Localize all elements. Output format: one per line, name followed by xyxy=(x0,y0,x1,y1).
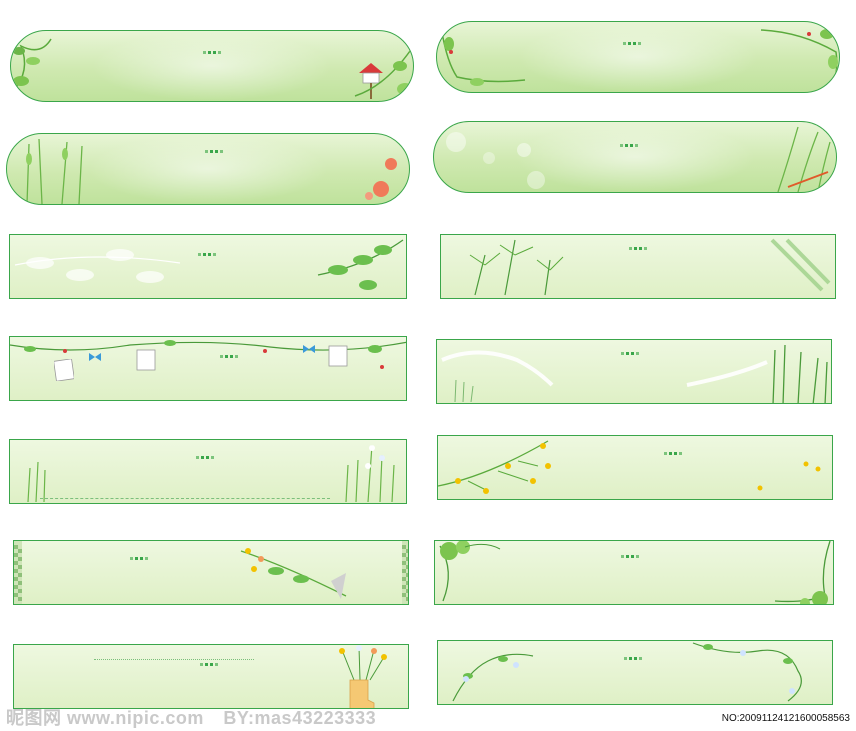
center-dots xyxy=(623,42,641,45)
center-dots xyxy=(130,557,148,560)
leaf-vine-icon xyxy=(439,541,501,602)
swoosh-decor xyxy=(441,350,768,387)
center-dots xyxy=(203,51,221,54)
site-watermark: 昵图网 www.nipic.com BY:mas43223333 xyxy=(6,704,376,730)
bubble-decor xyxy=(446,132,545,189)
banner-14 xyxy=(437,640,833,705)
leaf-vine-icon xyxy=(452,653,534,702)
grass-icon xyxy=(469,239,564,296)
flower-icon xyxy=(365,158,397,200)
dashed-baseline xyxy=(40,498,330,499)
leaf-vine-icon xyxy=(14,249,181,283)
banner-6 xyxy=(440,234,836,299)
center-dots xyxy=(205,150,223,153)
boot-vase-icon xyxy=(339,645,387,708)
grass-icon xyxy=(772,344,828,403)
leaf-vine-icon xyxy=(354,50,413,97)
banner-9 xyxy=(9,439,407,504)
grass-icon xyxy=(27,461,46,503)
leaf-vine-icon xyxy=(317,239,404,290)
site-watermark-text: 昵图网 www.nipic.com xyxy=(6,708,204,728)
leaf-vine-icon xyxy=(761,29,838,91)
center-dots xyxy=(198,253,216,256)
image-id-label: NO:20091124121600058563 xyxy=(721,713,850,724)
banner-11 xyxy=(13,540,409,605)
leaf-vine-icon xyxy=(12,38,52,92)
grass-icon xyxy=(777,126,831,192)
banner-5 xyxy=(9,234,407,299)
leaf-vine-icon xyxy=(774,541,831,604)
checker-border xyxy=(402,541,408,604)
center-dots xyxy=(620,144,638,147)
center-dots xyxy=(196,456,214,459)
flower-icon xyxy=(240,548,347,599)
center-dots xyxy=(200,663,218,666)
flower-icon xyxy=(757,461,821,491)
checker-border xyxy=(14,541,22,604)
banner-12 xyxy=(434,540,834,605)
banner-7 xyxy=(9,336,407,401)
banner-10 xyxy=(437,435,833,500)
photo-frame-icon xyxy=(328,345,348,367)
leaf-vine-icon xyxy=(441,31,526,86)
center-dots xyxy=(621,352,639,355)
flower-icon xyxy=(438,440,551,494)
photo-frame-icon xyxy=(54,359,74,381)
center-dots xyxy=(629,247,647,250)
leaf-vine-icon xyxy=(770,238,831,292)
banner-13 xyxy=(13,644,409,709)
banner-3 xyxy=(6,133,410,205)
dashed-baseline xyxy=(94,659,254,660)
photo-frame-icon xyxy=(136,349,156,371)
author-watermark-text: BY:mas43223333 xyxy=(223,708,377,728)
center-dots xyxy=(220,355,238,358)
center-dots xyxy=(621,555,639,558)
grass-icon xyxy=(26,138,83,204)
grass-icon xyxy=(454,379,474,402)
grass-icon xyxy=(345,444,395,503)
banner-2 xyxy=(436,21,840,93)
banner-4 xyxy=(433,121,837,193)
ribbon-icon xyxy=(303,345,315,353)
birdhouse-icon xyxy=(359,63,383,99)
banner-1 xyxy=(10,30,414,102)
center-dots xyxy=(624,657,642,660)
leaf-vine-icon xyxy=(692,642,802,702)
ribbon-icon xyxy=(89,353,101,361)
banner-8 xyxy=(436,339,832,404)
center-dots xyxy=(664,452,682,455)
